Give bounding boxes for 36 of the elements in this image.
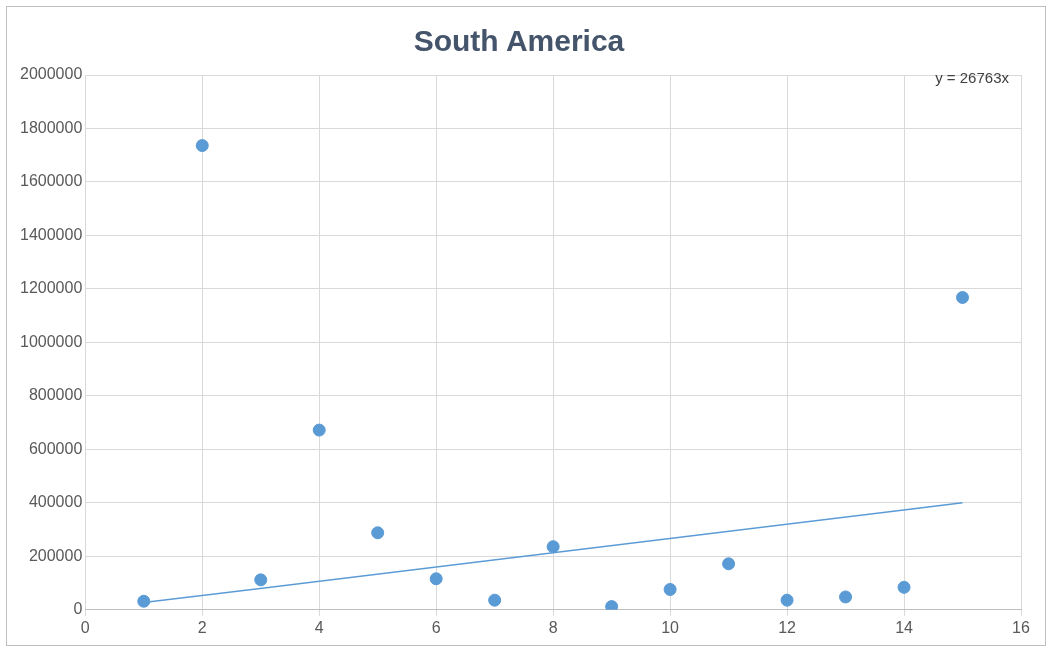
chart-title: South America	[413, 24, 625, 58]
x-tick-label: 8	[548, 618, 558, 636]
y-tick-label: 1000000	[19, 332, 83, 350]
y-tick-label: 1600000	[19, 172, 83, 190]
point	[429, 572, 443, 586]
point	[254, 573, 268, 587]
y-tick-label: 400000	[28, 493, 83, 511]
point	[605, 600, 619, 610]
x-tick-label: 4	[314, 618, 324, 636]
point	[371, 526, 385, 540]
y-tick-label: 2000000	[19, 65, 83, 83]
x-tick-label: 12	[778, 618, 797, 636]
x-tick-label: 14	[895, 618, 914, 636]
x-tick-label: 2	[197, 618, 207, 636]
y-tick-label: 600000	[28, 439, 83, 457]
point	[956, 290, 970, 304]
y-tick-label: 0	[73, 600, 83, 618]
y-tick-label: 1800000	[19, 118, 83, 136]
point	[897, 580, 911, 594]
point	[195, 139, 209, 153]
point	[546, 540, 560, 554]
x-tick-label: 10	[661, 618, 680, 636]
point	[312, 423, 326, 437]
annotation: y = 26763x	[935, 68, 1010, 86]
y-tick-label: 200000	[28, 546, 83, 564]
point	[488, 593, 502, 607]
x-tick-label: 6	[431, 618, 441, 636]
y-tick-label: 1400000	[19, 225, 83, 243]
point	[137, 594, 151, 608]
point	[663, 582, 677, 596]
point	[839, 590, 853, 604]
point	[722, 557, 736, 571]
y-tick-label: 1200000	[19, 279, 83, 297]
y-tick-label: 800000	[28, 386, 83, 404]
point	[780, 593, 794, 607]
x-tick-label: 16	[1012, 618, 1030, 636]
